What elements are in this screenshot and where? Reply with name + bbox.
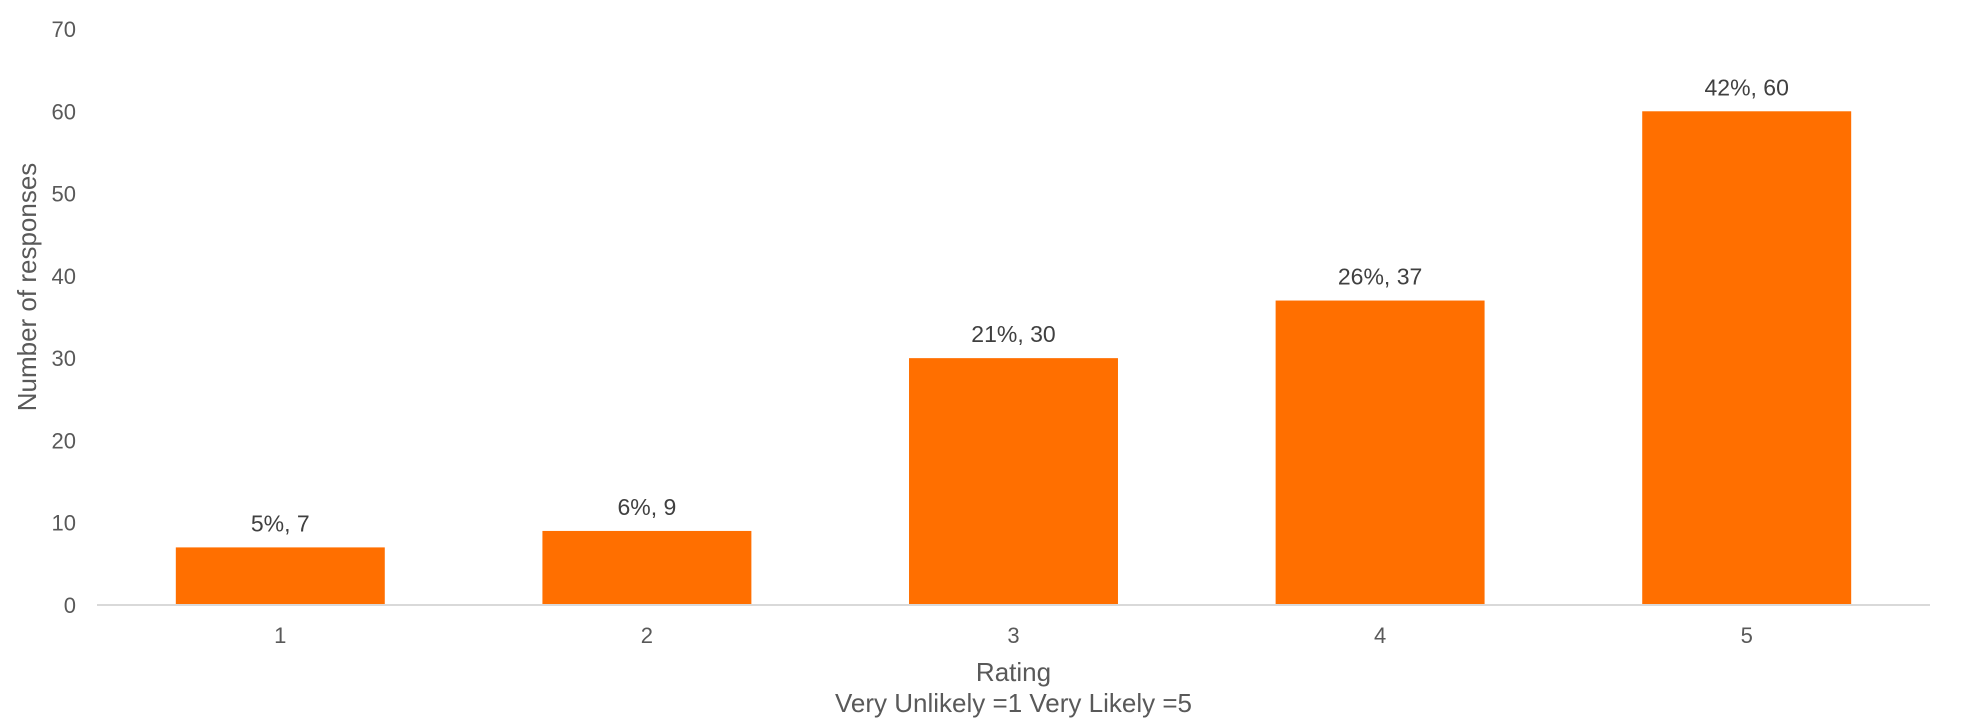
- y-tick-label: 40: [52, 264, 76, 289]
- y-axis-ticks: 0 10 20 30 40 50 60 70: [52, 17, 76, 618]
- y-tick-label: 70: [52, 17, 76, 42]
- bar-data-label: 21%, 30: [971, 321, 1055, 347]
- bar: [175, 547, 385, 605]
- bar: [542, 530, 752, 605]
- bar: [1275, 300, 1485, 605]
- data-labels: 5%, 7 6%, 9 21%, 30 26%, 37 42%, 60: [251, 74, 1789, 536]
- y-tick-label: 30: [52, 346, 76, 371]
- bars: [175, 111, 1852, 606]
- bar-data-label: 5%, 7: [251, 510, 310, 536]
- y-tick-label: 60: [52, 99, 76, 124]
- x-tick-label: 1: [274, 623, 286, 648]
- y-tick-label: 10: [52, 511, 76, 536]
- x-axis-title: Rating: [976, 657, 1051, 687]
- y-tick-label: 0: [64, 593, 76, 618]
- bar-data-label: 26%, 37: [1338, 264, 1422, 290]
- x-tick-label: 3: [1007, 623, 1019, 648]
- y-axis-title: Number of responses: [12, 163, 42, 412]
- x-tick-label: 2: [641, 623, 653, 648]
- x-axis-ticks: 1 2 3 4 5: [274, 623, 1753, 648]
- y-tick-label: 20: [52, 428, 76, 453]
- bar-data-label: 6%, 9: [617, 494, 676, 520]
- y-tick-label: 50: [52, 182, 76, 207]
- x-axis-subtitle: Very Unlikely =1 Very Likely =5: [835, 688, 1192, 718]
- x-tick-label: 4: [1374, 623, 1386, 648]
- bar-data-label: 42%, 60: [1704, 74, 1788, 100]
- bar: [909, 358, 1118, 605]
- bar: [1642, 111, 1852, 606]
- x-tick-label: 5: [1741, 623, 1753, 648]
